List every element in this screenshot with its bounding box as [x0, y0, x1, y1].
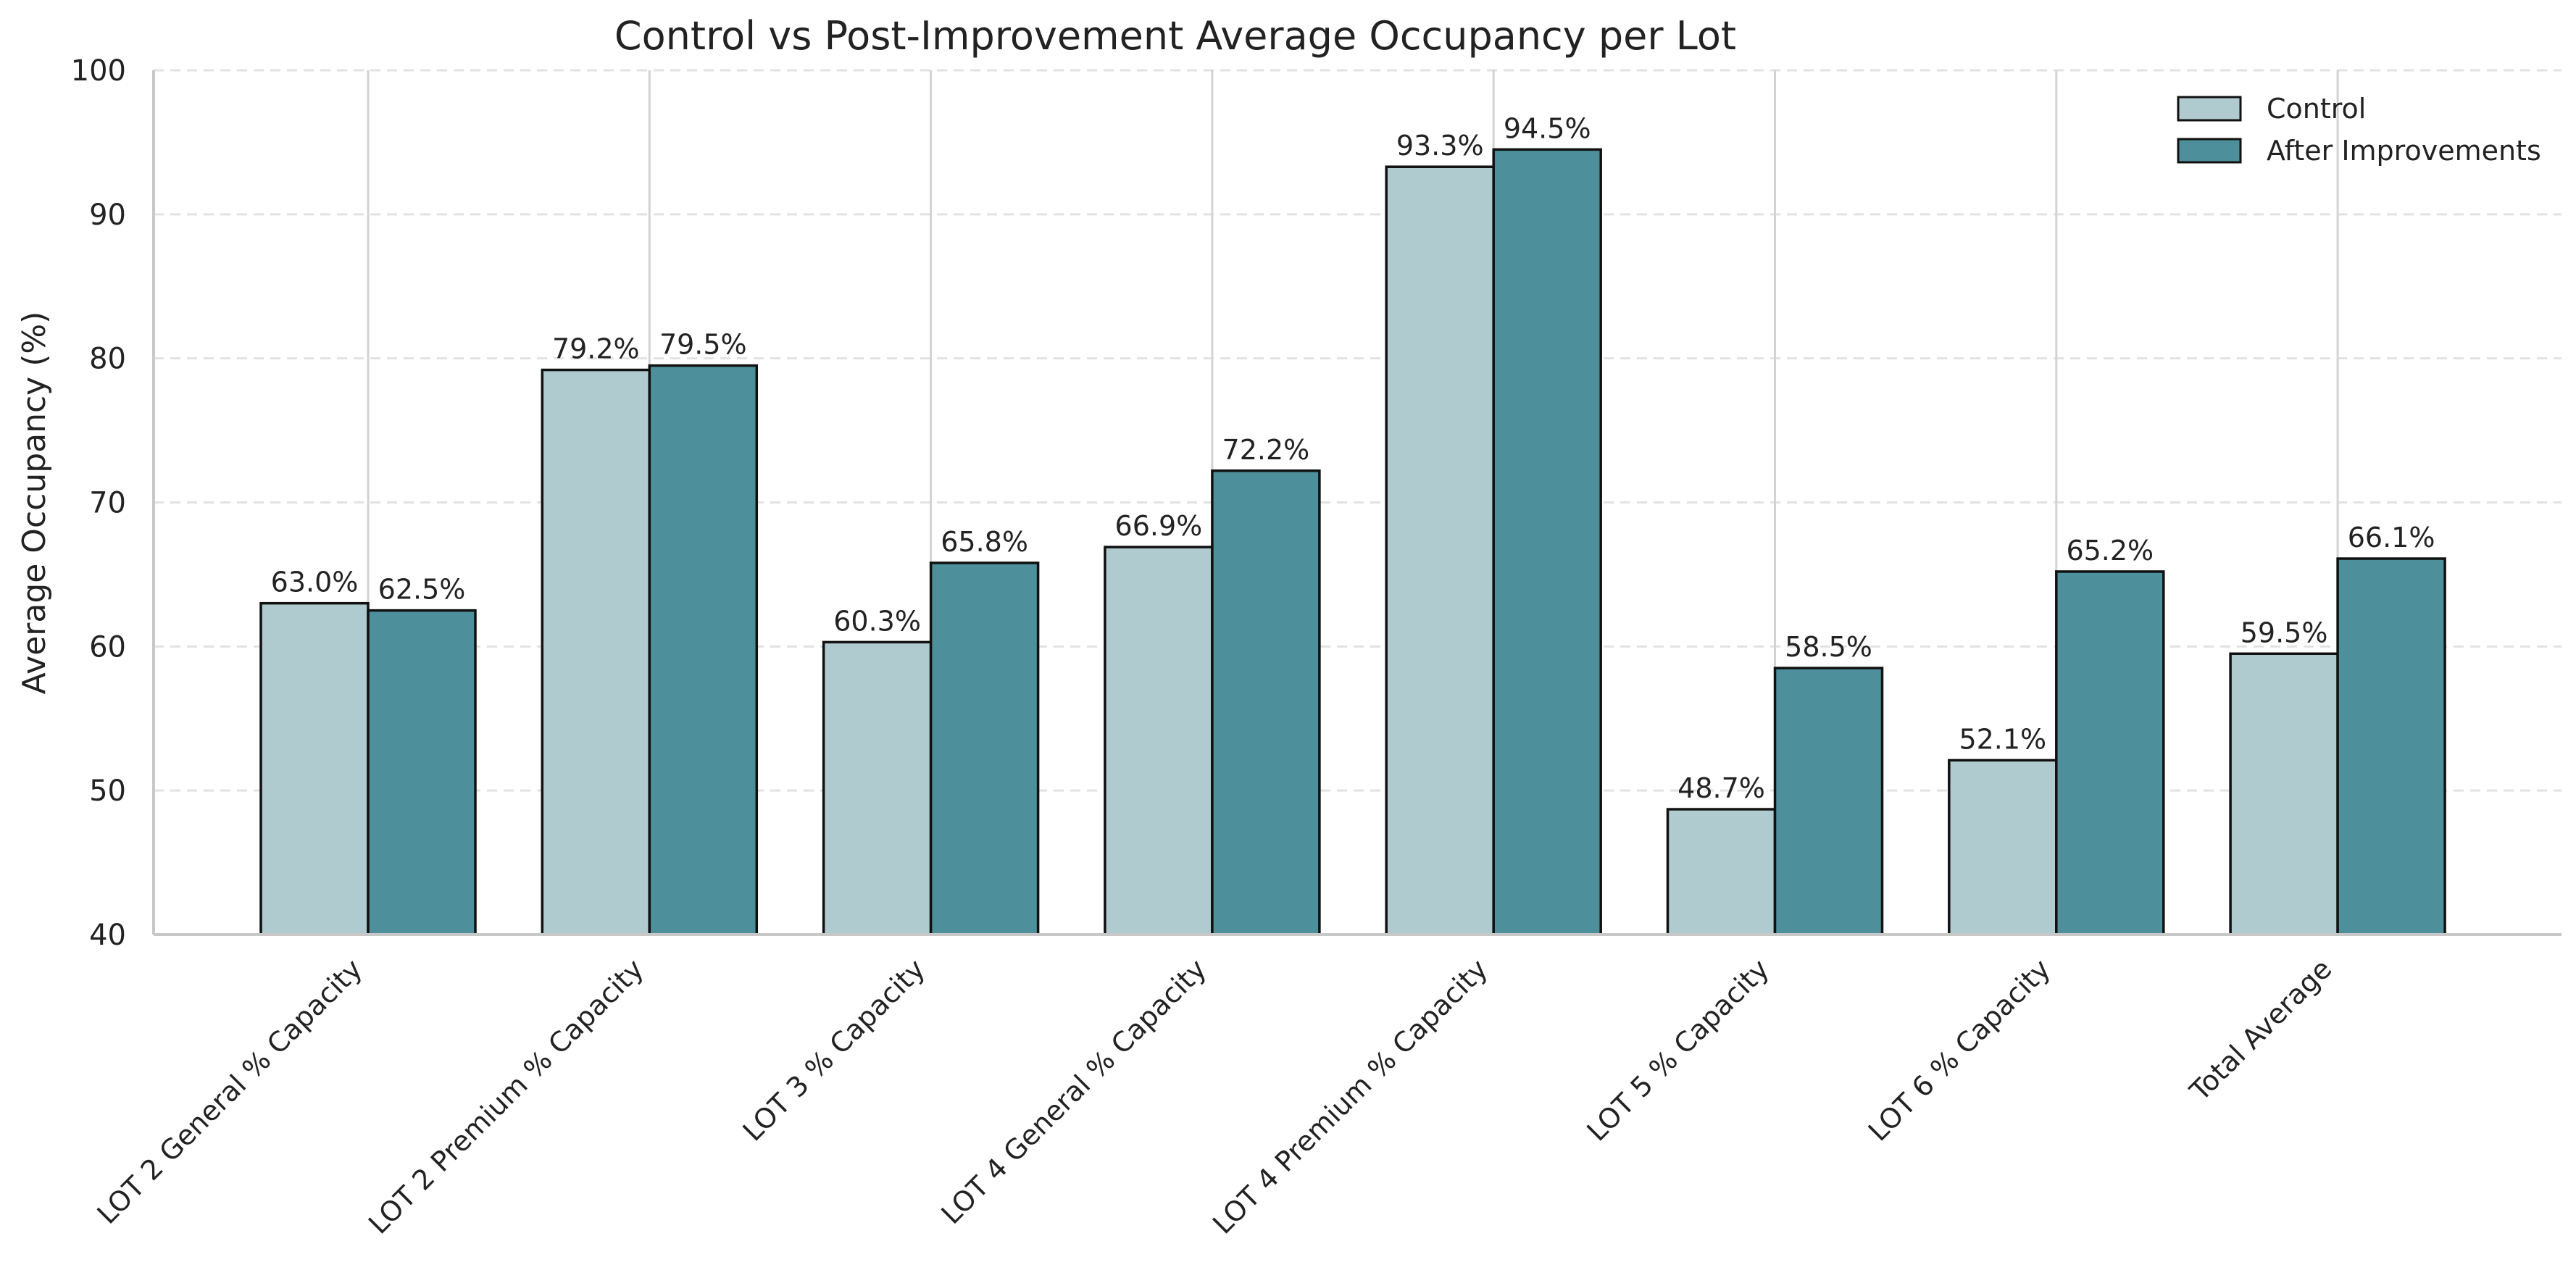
x-tick-label: LOT 2 General % Capacity	[91, 953, 369, 1230]
data-label: 72.2%	[1222, 434, 1310, 466]
bar	[2336, 557, 2446, 936]
data-label: 65.2%	[2066, 535, 2154, 567]
y-tick-label: 70	[89, 487, 126, 520]
axes	[152, 70, 2562, 936]
bar	[929, 561, 1040, 936]
bar	[822, 640, 933, 936]
data-label: 52.1%	[1959, 723, 2046, 755]
x-tick-label: LOT 6 % Capacity	[1862, 953, 2056, 1147]
data-label: 94.5%	[1504, 112, 1591, 144]
data-label: 66.1%	[2348, 522, 2435, 553]
legend-swatch	[2177, 138, 2242, 164]
bar	[367, 609, 477, 936]
data-label: 59.5%	[2241, 617, 2328, 648]
bar	[1666, 808, 1777, 936]
bar	[2229, 652, 2339, 936]
bar	[1385, 165, 1495, 936]
x-tick-label: Total Average	[2183, 953, 2338, 1107]
legend-swatch	[2177, 96, 2242, 122]
legend-label: After Improvements	[2267, 135, 2541, 167]
gridlines	[154, 69, 2562, 936]
data-label: 65.8%	[941, 526, 1028, 558]
legend-label: Control	[2267, 93, 2366, 125]
y-tick-label: 60	[89, 630, 126, 664]
y-tick-label: 80	[89, 343, 126, 376]
data-label: 48.7%	[1677, 772, 1765, 804]
bar	[1211, 469, 1321, 936]
bars	[259, 148, 2446, 936]
data-label: 58.5%	[1785, 631, 1872, 663]
bar	[541, 368, 651, 936]
data-label: 60.3%	[833, 605, 921, 637]
chart-title: Control vs Post-Improvement Average Occu…	[614, 13, 1736, 59]
bar	[259, 601, 370, 936]
bar	[1948, 759, 2058, 936]
data-label: 79.2%	[552, 333, 640, 365]
x-tick-label: LOT 4 General % Capacity	[935, 953, 1212, 1230]
legend: Control After Improvements	[2177, 93, 2541, 167]
bar	[648, 364, 759, 936]
y-tick-label: 90	[89, 199, 126, 232]
x-tick-label: LOT 5 % Capacity	[1580, 953, 1775, 1147]
data-label: 63.0%	[271, 567, 359, 598]
y-tick-label: 50	[89, 774, 126, 808]
y-tick-label: 100	[71, 54, 126, 88]
y-tick-label: 40	[89, 919, 126, 952]
bar	[1773, 667, 1884, 936]
data-label: 62.5%	[378, 574, 466, 606]
data-labels: 63.0% 79.2% 60.3% 66.9% 93.3% 48.7% 52.1% 59.5%…	[271, 112, 2435, 804]
x-tick-label: LOT 2 Premium % Capacity	[362, 953, 649, 1240]
bar	[1104, 546, 1214, 936]
data-label: 93.3%	[1396, 130, 1484, 162]
data-label: 66.9%	[1115, 510, 1203, 542]
x-tick-label: LOT 4 Premium % Capacity	[1206, 953, 1493, 1240]
bar	[1492, 148, 1602, 936]
data-label: 79.5%	[659, 329, 747, 361]
x-tick-label: LOT 3 % Capacity	[737, 953, 931, 1147]
y-axis-label: Average Occupancy (%)	[16, 312, 53, 695]
bar	[2055, 570, 2165, 936]
